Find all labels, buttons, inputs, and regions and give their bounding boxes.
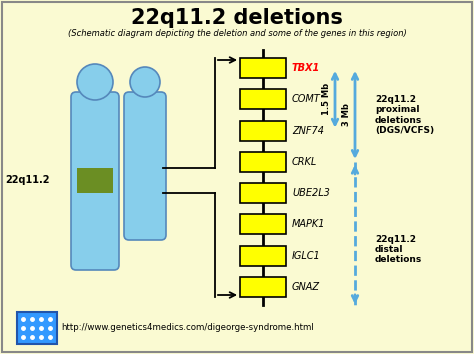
Bar — [240, 152, 286, 172]
Text: 22q11.2
proximal
deletions
(DGS/VCFS): 22q11.2 proximal deletions (DGS/VCFS) — [375, 95, 434, 135]
FancyBboxPatch shape — [71, 92, 119, 270]
Text: http://www.genetics4medics.com/digeorge-syndrome.html: http://www.genetics4medics.com/digeorge-… — [61, 324, 314, 332]
Text: GNAZ: GNAZ — [292, 282, 320, 292]
Bar — [77, 168, 113, 193]
Bar — [240, 183, 286, 203]
FancyBboxPatch shape — [17, 312, 57, 344]
Text: TBX1: TBX1 — [292, 63, 320, 73]
Text: ZNF74: ZNF74 — [292, 126, 324, 136]
Bar — [240, 246, 286, 266]
Text: CRKL: CRKL — [292, 157, 317, 167]
Bar — [240, 215, 286, 234]
Ellipse shape — [77, 64, 113, 100]
Text: UBE2L3: UBE2L3 — [292, 188, 330, 198]
Bar — [240, 121, 286, 141]
Text: 22q11.2: 22q11.2 — [6, 175, 50, 185]
Text: COMT: COMT — [292, 94, 321, 104]
Bar — [240, 277, 286, 297]
Bar — [240, 89, 286, 109]
FancyBboxPatch shape — [124, 92, 166, 240]
Text: MAPK1: MAPK1 — [292, 219, 326, 229]
Bar — [240, 58, 286, 78]
Text: (Schematic diagram depicting the deletion and some of the genes in this region): (Schematic diagram depicting the deletio… — [68, 29, 406, 39]
Text: 22q11.2
distal
deletions: 22q11.2 distal deletions — [375, 235, 422, 264]
Text: 22q11.2 deletions: 22q11.2 deletions — [131, 8, 343, 28]
Text: 3 Mb: 3 Mb — [343, 103, 352, 126]
Text: IGLC1: IGLC1 — [292, 251, 321, 261]
Ellipse shape — [130, 67, 160, 97]
Text: 1.5 Mb: 1.5 Mb — [322, 83, 331, 115]
